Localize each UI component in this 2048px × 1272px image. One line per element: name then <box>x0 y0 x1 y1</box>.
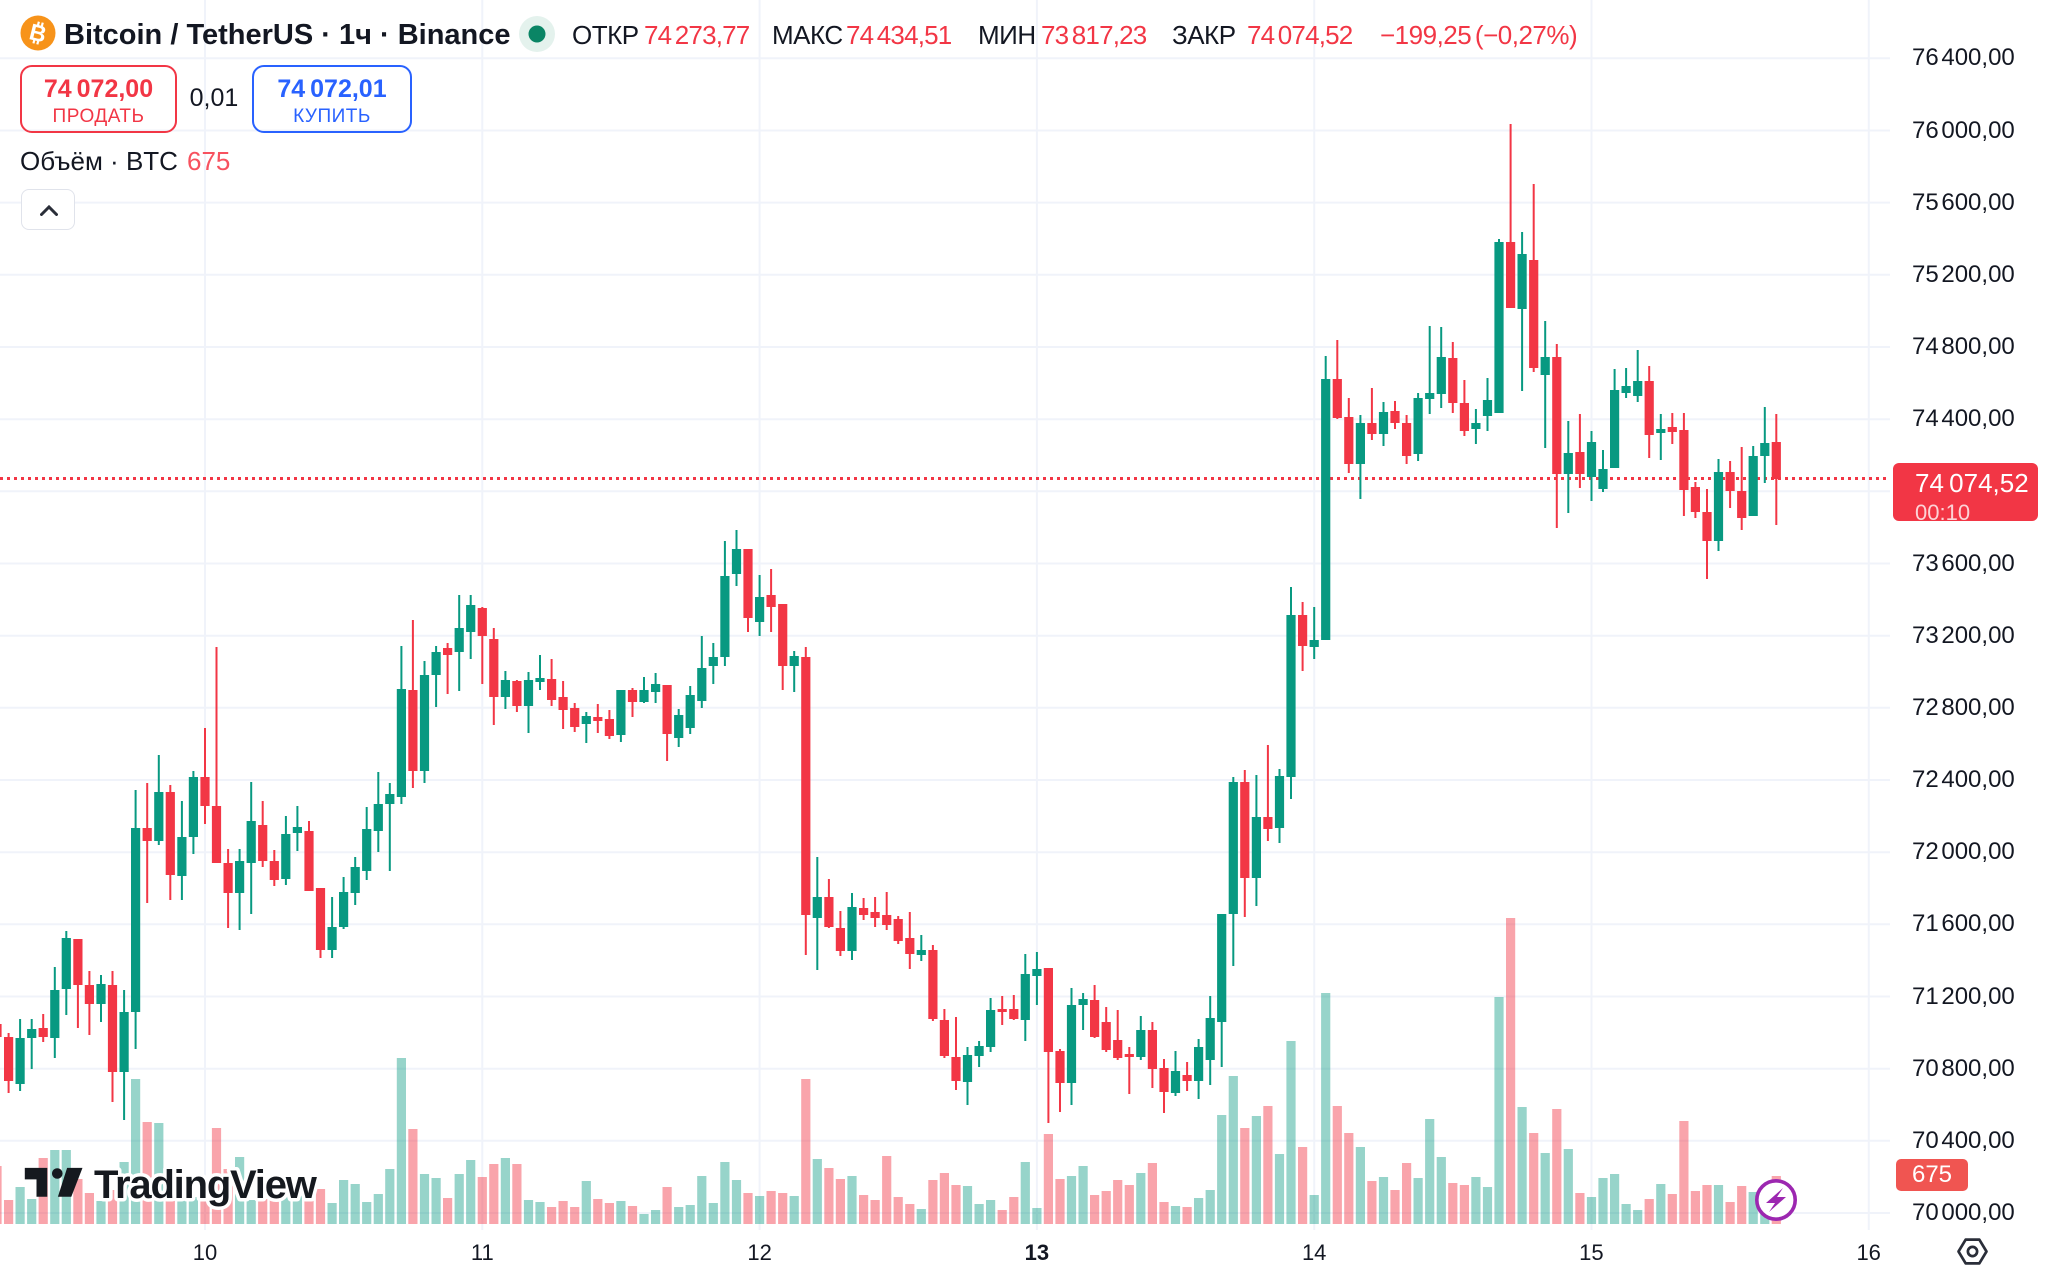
svg-text:TradingView: TradingView <box>94 1166 318 1207</box>
svg-text:B: B <box>27 18 49 47</box>
